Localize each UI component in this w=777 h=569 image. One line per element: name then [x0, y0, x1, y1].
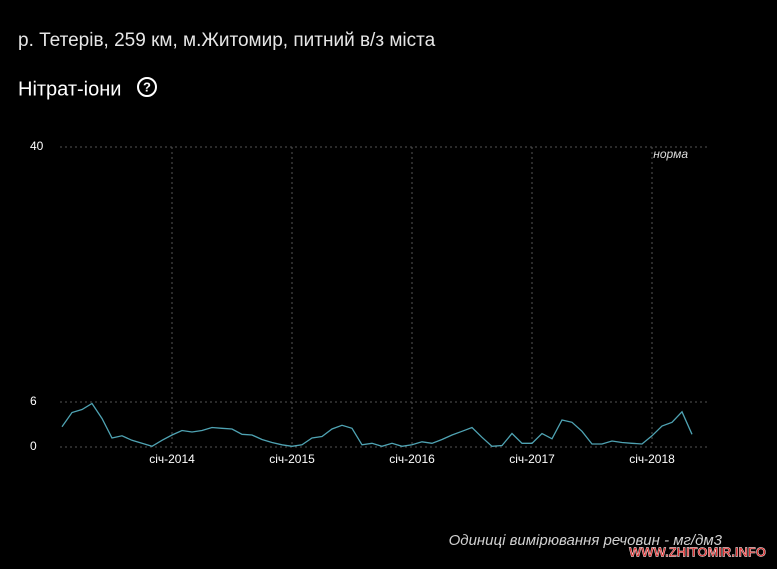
watermark: WWW.ZHITOMIR.INFO	[629, 544, 766, 559]
help-icon[interactable]: ?	[137, 77, 157, 97]
y-tick-label: 0	[30, 439, 37, 453]
x-tick-label: січ-2016	[389, 452, 435, 466]
x-tick-label: січ-2015	[269, 452, 315, 466]
chart-title: р. Тетерів, 259 км, м.Житомир, питний в/…	[18, 30, 436, 51]
data-line	[61, 402, 693, 448]
y-tick-label: 6	[30, 394, 37, 408]
x-tick-label: січ-2014	[149, 452, 195, 466]
chart-subtitle: Нітрат-іони	[18, 78, 121, 100]
norm-label: норма	[653, 147, 688, 161]
x-tick-label: січ-2018	[629, 452, 675, 466]
svg-text:?: ?	[143, 79, 151, 94]
units-note: Одиниці вимірювання речовин - мг/дм3	[449, 532, 723, 549]
y-tick-label: 40	[30, 139, 44, 153]
x-tick-label: січ-2017	[509, 452, 555, 466]
